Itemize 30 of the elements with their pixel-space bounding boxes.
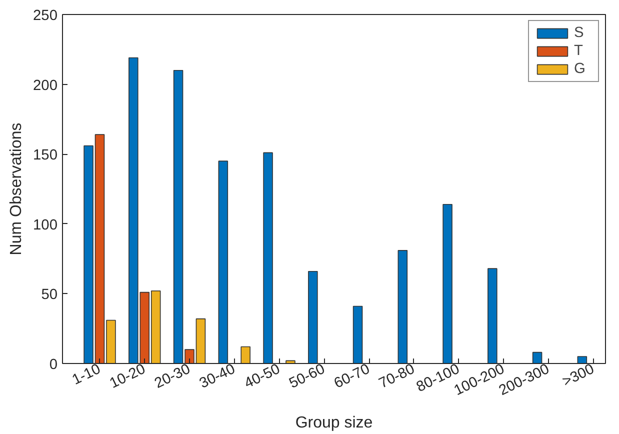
legend-label: G bbox=[574, 61, 586, 77]
x-tick-label: 30-40 bbox=[197, 361, 238, 392]
bar bbox=[577, 356, 588, 364]
x-tick-label: 50-60 bbox=[286, 361, 328, 392]
x-tick-label: 10-20 bbox=[107, 361, 148, 392]
x-axis-title: Group size bbox=[295, 414, 373, 432]
bar bbox=[352, 306, 363, 364]
legend-label: S bbox=[574, 25, 585, 41]
bar bbox=[398, 250, 408, 364]
bar bbox=[240, 346, 250, 364]
y-tick-label: 200 bbox=[33, 78, 58, 94]
y-tick-label: 250 bbox=[33, 8, 58, 24]
bar bbox=[442, 204, 452, 364]
y-tick-label: 100 bbox=[33, 217, 58, 234]
x-tick-label: 60-70 bbox=[332, 361, 372, 392]
bar bbox=[263, 152, 273, 364]
x-tick-label: >300 bbox=[560, 361, 597, 390]
y-tick-label: 150 bbox=[33, 148, 58, 164]
bar bbox=[532, 352, 542, 364]
bar bbox=[308, 270, 318, 364]
y-tick-label: 0 bbox=[49, 357, 58, 373]
bar bbox=[218, 160, 228, 364]
y-axis-title: Num Observations bbox=[8, 122, 26, 256]
bar bbox=[488, 268, 498, 364]
legend-label: T bbox=[574, 43, 584, 59]
x-tick-label: 1-10 bbox=[70, 361, 104, 388]
y-tick-label: 50 bbox=[41, 287, 58, 304]
x-tick-label: 40-50 bbox=[242, 361, 283, 392]
x-tick-label: 70-80 bbox=[376, 361, 418, 392]
x-tick-label: 20-30 bbox=[152, 361, 193, 392]
